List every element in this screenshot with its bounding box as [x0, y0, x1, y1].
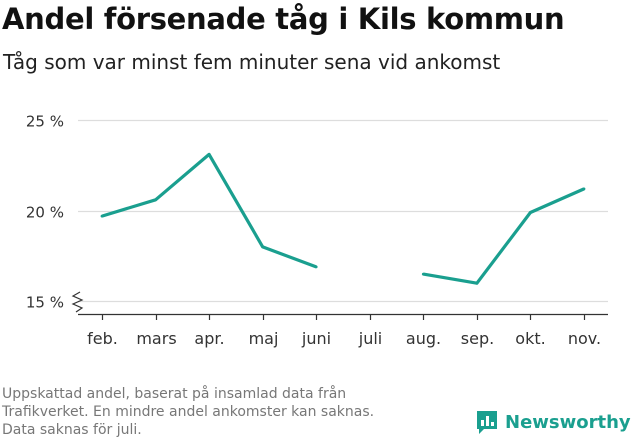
data-point [314, 265, 318, 269]
x-tick-label: maj [249, 329, 279, 348]
data-point [261, 245, 265, 249]
x-axis: feb. mars apr. maj juni juli aug. sep. okt. nov. [71, 291, 608, 348]
data-point [475, 281, 479, 285]
footnote-line: Uppskattad andel, baserat på insamlad da… [2, 386, 347, 402]
series-line [423, 187, 585, 285]
x-tick-label: okt. [515, 329, 545, 348]
logo-text: Newsworthy [505, 411, 631, 433]
data-point [207, 153, 211, 156]
chart-title: Andel försenade tåg i Kils kommun [2, 2, 565, 36]
gridlines [78, 119, 608, 303]
y-tick-label: 25 % [26, 113, 64, 131]
y-tick-label: 15 % [26, 294, 64, 312]
data-point [154, 198, 158, 202]
footnote-line: Data saknas för juli. [2, 422, 142, 438]
newsworthy-logo: Newsworthy [475, 409, 631, 435]
x-tick-label: mars [136, 329, 176, 348]
x-tick-label: sep. [461, 329, 494, 348]
series-lines [100, 152, 586, 285]
data-point [582, 187, 586, 191]
data-point [421, 272, 425, 276]
x-tick-label: juni [301, 329, 331, 348]
chart-subtitle: Tåg som var minst fem minuter sena vid a… [3, 50, 501, 74]
axis-break-icon [71, 291, 84, 313]
y-tick-label: 20 % [26, 204, 64, 222]
bar-chart-icon [477, 411, 497, 434]
data-point [100, 214, 104, 218]
series-line [101, 152, 317, 269]
x-tick-label: feb. [87, 329, 118, 348]
x-tick-label: nov. [568, 329, 601, 348]
footnote-line: Trafikverket. En mindre andel ankomster … [2, 404, 375, 420]
x-tick-label: apr. [194, 329, 224, 348]
line-chart: 15 % 20 % 25 % feb. mars apr. maj juni juli aug.… [26, 113, 608, 348]
x-tick-label: aug. [406, 329, 441, 348]
data-point [529, 211, 532, 214]
footnote: Uppskattad andel, baserat på insamlad da… [2, 385, 442, 439]
y-axis-ticks: 15 % 20 % 25 % [26, 113, 64, 312]
x-tick-label: juli [358, 329, 382, 348]
